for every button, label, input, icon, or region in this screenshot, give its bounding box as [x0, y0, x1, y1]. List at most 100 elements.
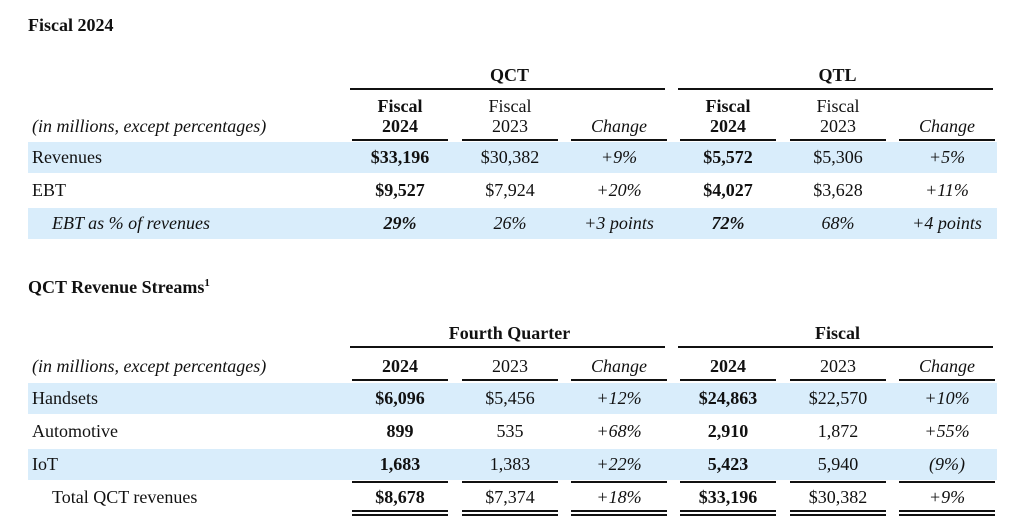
row-label: Automotive: [32, 421, 118, 441]
rule: [462, 510, 558, 512]
row-label: IoT: [32, 454, 58, 474]
rule: [462, 139, 558, 141]
table-cell: $33,196: [698, 487, 758, 507]
table-cell: $9,527: [375, 180, 425, 200]
rule: [790, 514, 886, 516]
row-background: [28, 142, 997, 173]
rule: [899, 139, 995, 141]
table-cell: +18%: [596, 487, 642, 507]
rule: [352, 139, 448, 141]
column-header: 2023: [492, 356, 528, 376]
column-header: 2023: [820, 116, 856, 136]
table-cell: 1,383: [489, 454, 531, 474]
table-cell: +22%: [596, 454, 642, 474]
rule: [899, 379, 995, 381]
table-cell: 29%: [383, 213, 417, 233]
column-header: Fiscal: [705, 96, 751, 116]
rule: [678, 88, 993, 90]
column-header: Change: [591, 116, 647, 136]
table-cell: +4 points: [912, 213, 982, 233]
table-cell: (9%): [929, 454, 965, 474]
group-header: Fourth Quarter: [448, 323, 571, 343]
table-cell: $22,570: [808, 388, 868, 408]
column-header: Change: [591, 356, 647, 376]
table-cell: $8,678: [375, 487, 425, 507]
row-label: EBT: [32, 180, 66, 200]
table-cell: +5%: [928, 147, 966, 167]
group-header: QTL: [818, 65, 857, 85]
rule: [350, 88, 665, 90]
rule: [680, 379, 776, 381]
table-cell: 72%: [711, 213, 745, 233]
column-header: Fiscal: [488, 96, 532, 116]
column-header: Fiscal: [816, 96, 860, 116]
rule: [350, 346, 665, 348]
column-header: 2024: [710, 116, 746, 136]
table-cell: $5,572: [703, 147, 753, 167]
rule: [462, 379, 558, 381]
column-header: 2023: [820, 356, 856, 376]
column-header: Change: [919, 356, 975, 376]
table-cell: 899: [386, 421, 414, 441]
row-label: EBT as % of revenues: [52, 213, 210, 233]
row-label: Total QCT revenues: [52, 487, 198, 507]
table-cell: 26%: [493, 213, 527, 233]
table-cell: $3,628: [813, 180, 863, 200]
section-title: Fiscal 2024: [28, 15, 114, 35]
table-cell: $6,096: [375, 388, 425, 408]
column-header: 2024: [382, 356, 418, 376]
table-cell: 1,872: [817, 421, 859, 441]
table-cell: 1,683: [379, 454, 421, 474]
rule: [352, 514, 448, 516]
rule: [571, 510, 667, 512]
table-cell: +9%: [928, 487, 966, 507]
table-cell: +3 points: [584, 213, 654, 233]
column-header: 2024: [382, 116, 418, 136]
rule: [571, 379, 667, 381]
unit-label: (in millions, except percentages): [32, 116, 267, 136]
column-header: Change: [919, 116, 975, 136]
table-cell: +10%: [924, 388, 970, 408]
rule: [680, 481, 776, 483]
table-cell: 5,940: [817, 454, 859, 474]
table-cell: +12%: [596, 388, 642, 408]
table-cell: 5,423: [707, 454, 749, 474]
group-header: QCT: [489, 65, 529, 85]
row-background: [28, 449, 997, 480]
footnote-mark: 1: [204, 277, 210, 289]
column-header: Fiscal: [377, 96, 423, 116]
rule: [899, 510, 995, 512]
table-cell: $4,027: [703, 180, 753, 200]
table-cell: $5,306: [813, 147, 863, 167]
rule: [790, 139, 886, 141]
table-cell: $33,196: [370, 147, 430, 167]
rule: [899, 481, 995, 483]
rule: [680, 139, 776, 141]
rule: [462, 481, 558, 483]
table-cell: +20%: [596, 180, 642, 200]
rule: [790, 481, 886, 483]
rule: [571, 514, 667, 516]
rule: [571, 139, 667, 141]
table-cell: $7,924: [485, 180, 535, 200]
rule: [352, 510, 448, 512]
table-cell: $7,374: [485, 487, 535, 507]
table-cell: +11%: [925, 180, 969, 200]
rule: [571, 481, 667, 483]
unit-label: (in millions, except percentages): [32, 356, 267, 376]
table-cell: 2,910: [707, 421, 749, 441]
rule: [899, 514, 995, 516]
table-cell: 535: [496, 421, 524, 441]
section-title: QCT Revenue Streams1: [28, 277, 210, 297]
table-cell: +9%: [600, 147, 638, 167]
rule: [352, 379, 448, 381]
row-background: [28, 208, 997, 239]
column-header: 2023: [492, 116, 528, 136]
table-cell: $5,456: [485, 388, 535, 408]
table-cell: 68%: [821, 213, 855, 233]
column-header: 2024: [710, 356, 746, 376]
rule: [678, 346, 993, 348]
table-cell: $30,382: [480, 147, 540, 167]
table-cell: +68%: [596, 421, 642, 441]
